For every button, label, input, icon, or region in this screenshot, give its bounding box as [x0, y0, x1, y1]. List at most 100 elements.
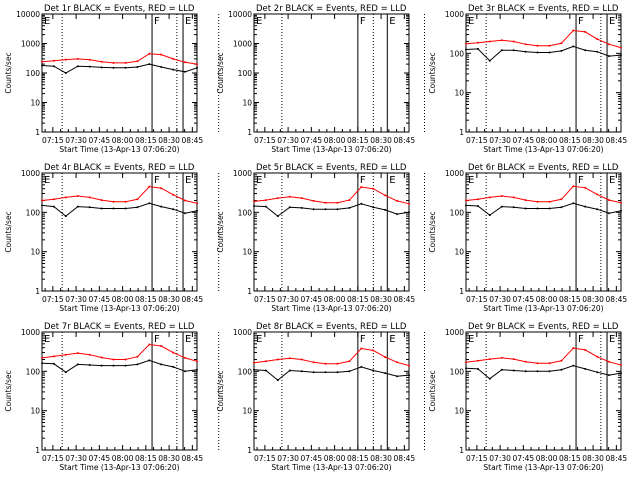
events-point [348, 206, 351, 209]
lld-point [584, 30, 587, 33]
lld-point [64, 196, 67, 199]
events-series-line [465, 365, 622, 380]
lld-point [465, 42, 467, 45]
x-tick-label: 08:15 [347, 295, 369, 304]
lld-point [160, 345, 163, 347]
lld-point [408, 202, 410, 205]
events-point [608, 212, 611, 215]
events-point [196, 209, 198, 212]
x-tick-label: 08:45 [182, 136, 204, 145]
events-point [560, 368, 563, 371]
x-axis-label: Start Time (13-Apr-13 07:06:20) [483, 145, 603, 154]
events-point [300, 370, 303, 373]
x-tick-label: 08:15 [347, 136, 369, 145]
x-tick-label: 07:30 [489, 454, 511, 463]
events-point [360, 202, 363, 205]
y-tick-label: 1000 [21, 169, 40, 178]
flag-label-e: E [609, 334, 615, 345]
x-tick-label: 08:30 [370, 454, 392, 463]
events-point [360, 365, 363, 368]
y-tick-label: 100 [26, 69, 41, 78]
x-tick-label: 08:45 [394, 295, 416, 304]
x-axis-label: Start Time (13-Apr-13 07:06:20) [483, 304, 603, 313]
x-tick-label: 08:00 [324, 295, 346, 304]
events-point [112, 66, 115, 69]
events-point [596, 371, 599, 374]
events-point [52, 205, 55, 208]
events-point [196, 368, 198, 371]
lld-point [572, 185, 575, 188]
events-point [288, 369, 291, 372]
lld-point [172, 57, 175, 60]
x-tick-label: 07:30 [277, 454, 299, 463]
events-point [41, 362, 43, 365]
y-tick-label: 1000 [233, 40, 252, 49]
events-point [536, 207, 539, 210]
events-point [560, 206, 563, 209]
events-point [64, 215, 67, 218]
flag-label-e: E [389, 16, 395, 27]
y-tick-label: 1 [459, 446, 464, 455]
events-point [396, 375, 399, 378]
y-axis-label: Counts/sec [216, 211, 225, 252]
events-point [488, 59, 491, 62]
events-point [160, 66, 163, 68]
lld-series-line [41, 53, 198, 65]
lld-point [148, 343, 151, 346]
x-axis-label: Start Time (13-Apr-13 07:06:20) [59, 145, 179, 154]
events-point [88, 65, 91, 68]
events-point [52, 65, 55, 68]
lld-point [536, 362, 539, 365]
events-point [408, 211, 410, 214]
x-tick-label: 07:45 [513, 136, 535, 145]
events-point [172, 208, 175, 211]
events-point [396, 213, 399, 216]
y-tick-label: 100 [450, 367, 465, 376]
lld-point [465, 199, 467, 202]
lld-point [112, 200, 115, 203]
flag-label-e: E [609, 175, 615, 186]
events-point [136, 363, 139, 366]
lld-point [548, 44, 551, 47]
events-point [160, 363, 163, 366]
lld-point [372, 349, 375, 352]
events-point [500, 368, 503, 371]
lld-point [172, 193, 175, 196]
events-point [76, 363, 79, 366]
panel-title: Det 9r BLACK = Events, RED = LLD [468, 322, 619, 332]
y-tick-label: 1 [35, 446, 40, 455]
lld-point [512, 358, 515, 361]
lld-point [572, 29, 575, 32]
plot-frame [465, 13, 622, 133]
lld-point [264, 199, 267, 202]
lld-point [548, 200, 551, 203]
lld-point [488, 358, 491, 361]
events-series-line [465, 202, 622, 216]
lld-point [136, 198, 139, 201]
events-point [148, 63, 151, 66]
x-tick-label: 08:00 [112, 454, 134, 463]
events-point [372, 369, 375, 372]
x-tick-label: 07:45 [301, 136, 323, 145]
x-tick-label: 08:15 [559, 295, 581, 304]
lld-point [64, 353, 67, 356]
events-point [276, 379, 279, 382]
lld-point [184, 356, 187, 359]
y-tick-label: 10 [242, 407, 252, 416]
y-axis-label: Counts/sec [428, 52, 437, 93]
x-axis-label: Start Time (13-Apr-13 07:06:20) [271, 145, 391, 154]
events-point [572, 364, 575, 367]
x-tick-label: 07:15 [42, 454, 64, 463]
flag-label-e: E [44, 16, 50, 27]
lld-point [64, 58, 67, 61]
x-tick-label: 08:30 [582, 454, 604, 463]
lld-series-line [41, 186, 198, 204]
lld-point [596, 38, 599, 41]
y-tick-label: 10000 [16, 10, 40, 19]
x-tick-label: 08:15 [559, 454, 581, 463]
lld-point [584, 348, 587, 351]
lld-point [100, 60, 103, 63]
lld-point [172, 351, 175, 354]
flag-label-e: E [468, 175, 474, 186]
